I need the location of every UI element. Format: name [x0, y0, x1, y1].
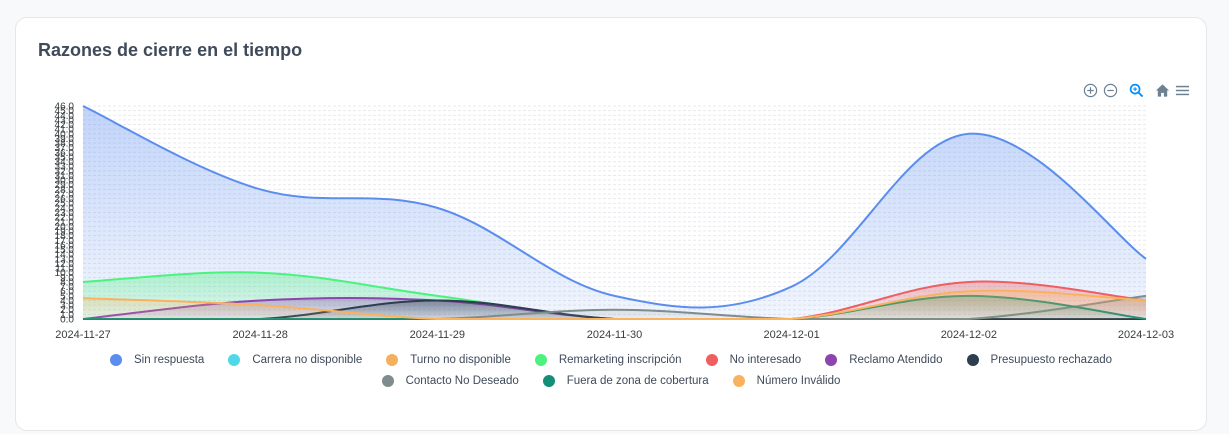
y-tick-label: 35.0: [55, 152, 75, 163]
legend-item[interactable]: Fuera de zona de cobertura: [542, 375, 709, 387]
y-tick-label: 37.0: [55, 143, 75, 154]
y-tick-label: 16.0: [55, 240, 75, 251]
legend-item[interactable]: Reclamo Atendido: [825, 354, 943, 366]
y-tick-label: 23.0: [55, 208, 75, 219]
y-tick-label: 10.0: [55, 268, 75, 279]
y-tick-label: 38.0: [55, 139, 75, 150]
x-tick-label: 2024-12-02: [941, 329, 997, 341]
y-tick-label: 1.0: [60, 310, 74, 321]
legend-label: Contacto No Deseado: [405, 375, 519, 387]
series-line-n-mero-inv-lido: [82, 289, 1147, 321]
y-tick-label: 12.0: [55, 259, 75, 270]
y-tick-label: 31.0: [55, 171, 75, 182]
y-tick-label: 19.0: [55, 227, 75, 238]
legend-marker: [966, 354, 979, 366]
y-tick-label: 25.0: [55, 199, 75, 210]
y-tick-label: 24.0: [55, 203, 75, 214]
y-tick-label: 40.0: [55, 129, 75, 140]
legend-marker: [109, 354, 122, 366]
y-tick-label: 30.0: [55, 176, 75, 187]
y-tick-label: 5.0: [60, 291, 74, 302]
y-tick-label: 8.0: [60, 277, 74, 288]
x-tick-label: 2024-12-01: [764, 329, 820, 341]
legend-label: Sin respuesta: [133, 354, 205, 366]
y-tick-label: 21.0: [55, 217, 75, 228]
y-tick-label: 28.0: [55, 185, 75, 196]
zoom-in-icon[interactable]: [1082, 82, 1098, 98]
x-tick-label: 2024-11-28: [232, 329, 287, 341]
y-tick-label: 36.0: [55, 148, 75, 159]
x-tick-label: 2024-11-29: [410, 329, 465, 341]
legend-row-1: Sin respuesta Carrera no disponible Turno …: [16, 354, 1206, 366]
legend-label: Presupuesto rechazado: [990, 354, 1112, 366]
y-tick-label: 41.0: [55, 125, 75, 136]
legend-label: No interesado: [729, 354, 802, 366]
legend-item[interactable]: Número Inválido: [732, 375, 841, 387]
legend-item[interactable]: Contacto No Deseado: [381, 375, 519, 387]
legend-marker: [542, 375, 555, 387]
y-tick-label: 4.0: [60, 296, 74, 307]
y-tick-label: 9.0: [60, 273, 74, 284]
chart-toolbar: [1082, 82, 1190, 98]
legend-marker: [381, 375, 394, 387]
zoom-out-icon[interactable]: [1102, 82, 1118, 98]
y-tick-label: 3.0: [60, 301, 74, 312]
y-tick-label: 34.0: [55, 157, 75, 168]
x-tick-label: 2024-11-30: [587, 329, 642, 341]
y-tick-label: 15.0: [55, 245, 75, 256]
chart-card: Razones de cierre en el tiempo 0.0 1.0 2.0…: [15, 17, 1207, 431]
y-tick-label: 17.0: [55, 236, 75, 247]
area-chart: 0.01.02.03.04.05.06.07.08.09.010.011.012…: [55, 102, 1175, 342]
legend-label: Fuera de zona de cobertura: [566, 375, 709, 387]
series-area-n-mero-inv-lido: [83, 290, 1146, 319]
legend-row-2: Contacto No Deseado Fuera de zona de cobe…: [16, 375, 1206, 387]
legend-marker: [705, 354, 718, 366]
y-tick-label: 26.0: [55, 194, 75, 205]
x-tick-label: 2024-11-27: [55, 329, 110, 341]
y-tick-label: 42.0: [55, 120, 75, 131]
legend-label: Número Inválido: [756, 375, 841, 387]
legend-item[interactable]: No interesado: [705, 354, 802, 366]
x-tick-label: 2024-12-03: [1118, 329, 1174, 341]
y-tick-label: 2.0: [60, 305, 74, 316]
legend-label: Carrera no disponible: [252, 354, 363, 366]
y-tick-label: 7.0: [60, 282, 74, 293]
y-tick-label: 39.0: [55, 134, 75, 145]
zoom-select-icon[interactable]: [1128, 82, 1144, 98]
y-tick-label: 14.0: [55, 250, 75, 261]
y-tick-label: 6.0: [60, 287, 74, 298]
y-tick-label: 18.0: [55, 231, 75, 242]
y-tick-label: 33.0: [55, 162, 75, 173]
series-line-sin-respuesta: [82, 105, 1147, 309]
y-tick-label: 22.0: [55, 213, 75, 224]
legend-marker: [228, 354, 241, 366]
y-tick-label: 46.0: [55, 102, 75, 113]
y-tick-label: 0.0: [60, 315, 74, 326]
legend-item[interactable]: Presupuesto rechazado: [966, 354, 1112, 366]
legend-marker: [534, 354, 547, 366]
legend-item[interactable]: Remarketing inscripción: [534, 354, 682, 366]
home-icon[interactable]: [1154, 82, 1170, 98]
legend-marker: [386, 354, 399, 366]
legend-item[interactable]: Carrera no disponible: [228, 354, 362, 366]
legend-item[interactable]: Turno no disponible: [386, 354, 511, 366]
y-tick-label: 43.0: [55, 115, 75, 126]
y-tick-label: 45.0: [55, 106, 75, 117]
y-tick-label: 20.0: [55, 222, 75, 233]
series-area-sin-respuesta: [83, 106, 1146, 319]
menu-icon[interactable]: [1174, 82, 1190, 98]
y-tick-label: 13.0: [55, 254, 75, 265]
legend-label: Remarketing inscripción: [558, 354, 682, 366]
legend-label: Turno no disponible: [410, 354, 511, 366]
y-tick-label: 44.0: [55, 111, 75, 122]
legend-label: Reclamo Atendido: [849, 354, 943, 366]
legend-marker: [825, 354, 838, 366]
y-tick-label: 32.0: [55, 166, 75, 177]
y-tick-label: 29.0: [55, 180, 75, 191]
chart-title: Razones de cierre en el tiempo: [38, 40, 303, 60]
y-tick-label: 11.0: [55, 264, 74, 275]
legend-marker: [732, 375, 745, 387]
y-tick-label: 27.0: [55, 189, 75, 200]
legend-item[interactable]: Sin respuesta: [109, 354, 205, 366]
